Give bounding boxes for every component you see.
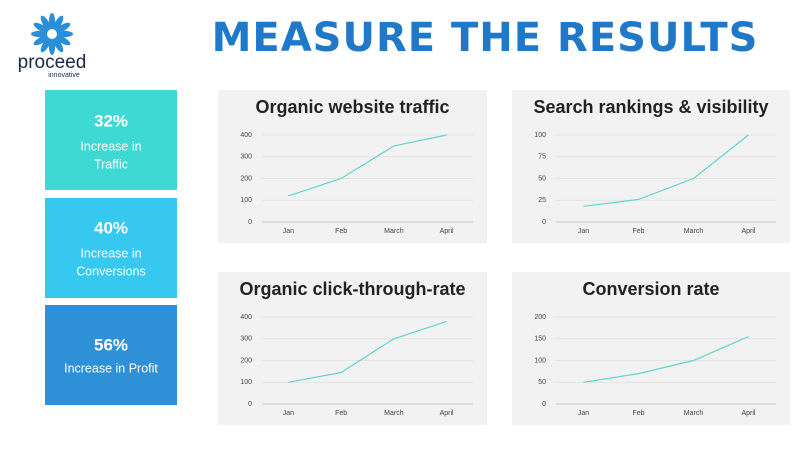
x-tick-label: April (440, 228, 454, 235)
stat-value: 56% (94, 335, 128, 354)
logo-name: proceed (18, 52, 87, 73)
y-tick-label: 100 (240, 197, 252, 204)
chart-title: Conversion rate (582, 279, 719, 299)
y-tick-label: 100 (534, 132, 546, 139)
x-tick-label: Jan (578, 228, 589, 235)
stat-label: Increase in Profit (64, 361, 158, 375)
y-tick-label: 200 (240, 175, 252, 182)
x-tick-label: April (741, 410, 755, 417)
x-tick-label: March (684, 410, 704, 417)
x-tick-label: April (741, 228, 755, 235)
x-tick-label: Jan (283, 410, 294, 417)
chart-title: Search rankings & visibility (533, 97, 768, 117)
x-tick-label: April (440, 410, 454, 417)
chart-title: Organic click-through-rate (239, 279, 465, 299)
x-tick-label: Feb (335, 228, 347, 235)
y-tick-label: 25 (538, 197, 546, 204)
data-line (583, 134, 749, 207)
stat-box (45, 198, 177, 298)
y-tick-label: 150 (534, 336, 546, 343)
chart-panel (218, 272, 487, 425)
logo-icon (31, 13, 73, 55)
chart-title: Organic website traffic (255, 97, 449, 117)
y-tick-label: 50 (538, 379, 546, 386)
y-tick-label: 0 (542, 401, 546, 408)
stat-box (45, 305, 177, 405)
y-tick-label: 200 (240, 357, 252, 364)
y-tick-label: 50 (538, 175, 546, 182)
y-tick-label: 100 (240, 379, 252, 386)
x-tick-label: Jan (283, 228, 294, 235)
x-tick-label: Feb (632, 228, 644, 235)
x-tick-label: March (384, 410, 404, 417)
x-tick-label: Feb (632, 410, 644, 417)
y-tick-label: 300 (240, 336, 252, 343)
stat-value: 40% (94, 218, 128, 237)
data-line (288, 134, 447, 197)
y-tick-label: 0 (248, 401, 252, 408)
stat-label: Increase in (80, 246, 141, 260)
x-tick-label: Jan (578, 410, 589, 417)
chart-panel (512, 90, 790, 243)
y-tick-label: 100 (534, 357, 546, 364)
y-tick-label: 400 (240, 132, 252, 139)
logo-tagline: innovative (48, 72, 80, 79)
data-line (583, 336, 749, 383)
data-line (288, 320, 447, 383)
stat-value: 32% (94, 111, 128, 130)
y-tick-label: 400 (240, 314, 252, 321)
y-tick-label: 75 (538, 154, 546, 161)
x-tick-label: March (384, 228, 404, 235)
y-tick-label: 200 (534, 314, 546, 321)
stat-label: Increase in (80, 139, 141, 153)
main-title: MEASURE THE RESULTS (212, 15, 759, 61)
y-tick-label: 0 (248, 219, 252, 226)
stat-box (45, 90, 177, 190)
x-tick-label: Feb (335, 410, 347, 417)
chart-panel (512, 272, 790, 425)
chart-panel (218, 90, 487, 243)
x-tick-label: March (684, 228, 704, 235)
y-tick-label: 300 (240, 154, 252, 161)
y-tick-label: 0 (542, 219, 546, 226)
stat-label: Traffic (94, 157, 128, 171)
stat-label: Conversions (76, 264, 145, 278)
